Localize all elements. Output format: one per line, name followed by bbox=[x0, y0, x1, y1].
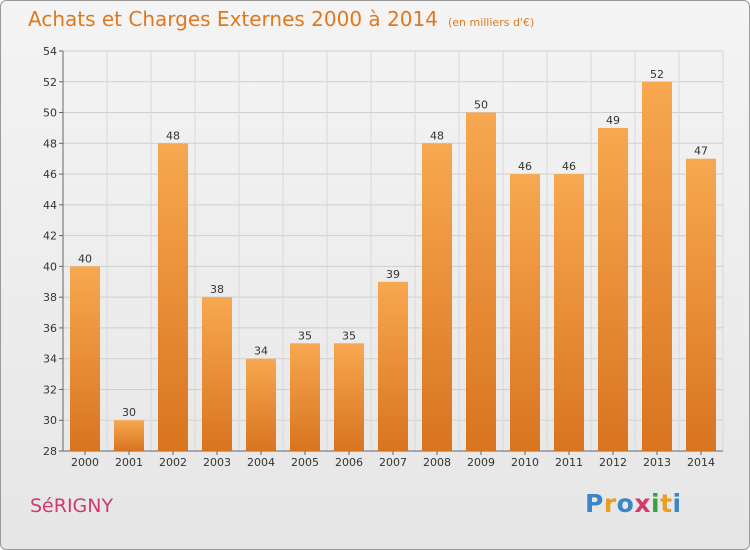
y-tick-label: 46 bbox=[43, 168, 57, 181]
x-tick-label: 2012 bbox=[599, 456, 627, 469]
bar-value-label: 48 bbox=[166, 129, 180, 142]
y-tick-label: 40 bbox=[43, 260, 57, 273]
bar bbox=[158, 143, 188, 452]
chart-subtitle: (en milliers d'€) bbox=[447, 16, 535, 29]
y-tick-label: 44 bbox=[43, 199, 57, 212]
bar bbox=[70, 266, 100, 451]
bar bbox=[290, 343, 320, 451]
y-tick-label: 38 bbox=[43, 291, 57, 304]
logo-letter: i bbox=[672, 489, 682, 518]
logo-letter: x bbox=[634, 489, 651, 518]
bar bbox=[466, 112, 496, 452]
y-tick-label: 48 bbox=[43, 137, 57, 150]
bar bbox=[642, 81, 672, 452]
labels: 40 30 48 38 34 35 35 39 48 50 46 46 49 52 47 bbox=[78, 68, 708, 419]
x-tick-label: 2009 bbox=[467, 456, 495, 469]
bar-value-label: 49 bbox=[606, 114, 620, 127]
bar-value-label: 30 bbox=[122, 406, 136, 419]
x-tick-label: 2013 bbox=[643, 456, 671, 469]
bar-value-label: 38 bbox=[210, 283, 224, 296]
bar bbox=[554, 174, 584, 452]
x-tick-label: 2010 bbox=[511, 456, 539, 469]
bar-value-label: 34 bbox=[254, 345, 268, 358]
logo-letter: r bbox=[603, 489, 617, 518]
logo-letter: i bbox=[651, 489, 661, 518]
commune-name: SéRIGNY bbox=[30, 495, 114, 517]
bar bbox=[422, 143, 452, 452]
chart-title: Achats et Charges Externes 2000 à 2014 (e… bbox=[28, 7, 534, 31]
bar-value-label: 35 bbox=[342, 329, 356, 342]
bar bbox=[334, 343, 364, 451]
bar-value-label: 46 bbox=[562, 160, 576, 173]
y-tick-label: 36 bbox=[43, 322, 57, 335]
bar bbox=[378, 281, 408, 451]
axes: 28 30 32 34 36 38 40 42 44 46 48 50 52 54 2000 2001 2002… bbox=[43, 45, 723, 469]
y-tick-label: 32 bbox=[43, 383, 57, 396]
bar-value-label: 39 bbox=[386, 268, 400, 281]
bar bbox=[686, 158, 716, 451]
bar bbox=[510, 174, 540, 452]
bar bbox=[202, 297, 232, 451]
y-tick-label: 52 bbox=[43, 76, 57, 89]
y-tick-label: 28 bbox=[43, 445, 57, 458]
logo-letter: o bbox=[616, 489, 635, 518]
y-tick-label: 54 bbox=[43, 45, 57, 58]
bar-value-label: 52 bbox=[650, 68, 664, 81]
x-tick-label: 2001 bbox=[115, 456, 143, 469]
y-tick-label: 34 bbox=[43, 353, 57, 366]
bars bbox=[70, 81, 716, 452]
bar-value-label: 46 bbox=[518, 160, 532, 173]
logo-letter: P bbox=[585, 489, 604, 518]
x-tick-label: 2002 bbox=[159, 456, 187, 469]
x-tick-label: 2011 bbox=[555, 456, 583, 469]
x-tick-label: 2005 bbox=[291, 456, 319, 469]
bar bbox=[598, 127, 628, 451]
bar bbox=[246, 358, 276, 451]
bar-value-label: 35 bbox=[298, 329, 312, 342]
x-tick-label: 2014 bbox=[687, 456, 715, 469]
bar bbox=[114, 420, 144, 451]
bar-value-label: 47 bbox=[694, 145, 708, 158]
x-tick-label: 2003 bbox=[203, 456, 231, 469]
x-tick-label: 2006 bbox=[335, 456, 363, 469]
bar-value-label: 50 bbox=[474, 99, 488, 112]
x-tick-label: 2000 bbox=[71, 456, 99, 469]
y-tick-label: 42 bbox=[43, 230, 57, 243]
x-tick-label: 2007 bbox=[379, 456, 407, 469]
y-tick-label: 30 bbox=[43, 414, 57, 427]
x-tick-label: 2004 bbox=[247, 456, 275, 469]
logo-letter: t bbox=[660, 489, 673, 518]
y-tick-label: 50 bbox=[43, 107, 57, 120]
x-tick-label: 2008 bbox=[423, 456, 451, 469]
proxiti-logo: Proxiti bbox=[585, 489, 682, 518]
bar-value-label: 40 bbox=[78, 252, 92, 265]
bar-value-label: 48 bbox=[430, 129, 444, 142]
chart-title-text: Achats et Charges Externes 2000 à 2014 bbox=[28, 7, 438, 31]
